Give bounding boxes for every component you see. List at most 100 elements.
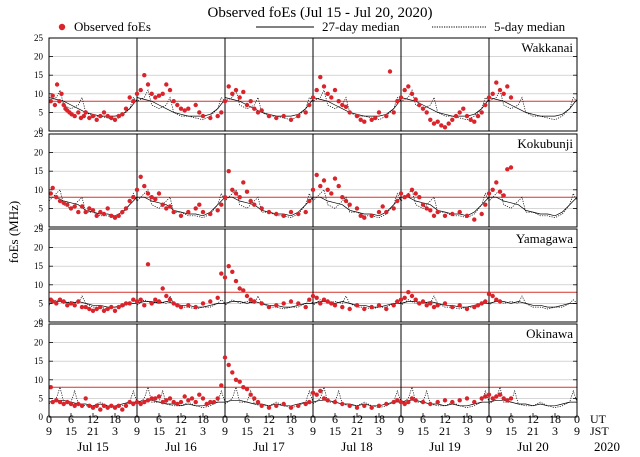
observed-point bbox=[343, 104, 349, 110]
observed-point bbox=[259, 108, 264, 113]
observed-point bbox=[65, 303, 70, 308]
jst-tick-label: 9 bbox=[310, 424, 316, 438]
observed-point bbox=[57, 297, 63, 302]
observed-point bbox=[182, 108, 187, 113]
jst-tick-label: 3 bbox=[112, 424, 118, 438]
observed-point bbox=[332, 399, 338, 405]
observed-point bbox=[76, 110, 81, 115]
observed-point bbox=[310, 95, 316, 100]
observed-point bbox=[483, 102, 488, 108]
observed-point bbox=[204, 401, 209, 407]
ut-tick-label: 6 bbox=[244, 412, 250, 426]
observed-point bbox=[164, 82, 169, 87]
observed-point bbox=[494, 394, 499, 399]
observed-point bbox=[65, 399, 70, 405]
observed-point bbox=[318, 74, 323, 80]
ut-tick-label: 12 bbox=[439, 412, 451, 426]
y-tick-label: 0 bbox=[39, 126, 44, 136]
observed-point bbox=[369, 117, 374, 123]
observed-point bbox=[288, 299, 294, 304]
observed-point bbox=[362, 403, 367, 408]
observed-point bbox=[479, 110, 484, 115]
observed-point bbox=[420, 202, 426, 207]
observed-point bbox=[255, 399, 261, 405]
observed-point bbox=[153, 196, 158, 202]
observed-point bbox=[87, 115, 92, 121]
observed-point bbox=[494, 297, 499, 302]
observed-point bbox=[490, 91, 495, 97]
observed-point bbox=[472, 217, 477, 222]
observed-point bbox=[171, 99, 176, 104]
observed-point bbox=[200, 396, 206, 401]
y-tick-label: 0 bbox=[39, 222, 44, 232]
observed-point bbox=[90, 405, 96, 410]
observed-point bbox=[116, 213, 121, 218]
observed-point bbox=[61, 299, 66, 304]
ut-tick-label: 0 bbox=[222, 412, 228, 426]
observed-point bbox=[464, 113, 470, 119]
observed-point bbox=[208, 211, 213, 217]
observed-point bbox=[380, 204, 385, 209]
day-label: Jul 15 bbox=[77, 439, 108, 454]
observed-point bbox=[200, 301, 206, 306]
observed-point bbox=[321, 396, 327, 401]
observed-point bbox=[486, 95, 492, 100]
observed-point bbox=[398, 95, 404, 100]
observed-point bbox=[428, 208, 433, 213]
observed-point bbox=[48, 191, 53, 196]
jst-tick-label: 9 bbox=[46, 424, 52, 438]
observed-point bbox=[134, 91, 140, 97]
observed-point bbox=[354, 303, 360, 308]
observed-point bbox=[149, 195, 154, 200]
observed-point bbox=[171, 209, 176, 215]
observed-point bbox=[406, 193, 411, 198]
y-tick-label: 15 bbox=[34, 166, 44, 176]
observed-point bbox=[435, 303, 440, 308]
panel-kokubunji: 0 5 10 15 20 25 Kokubunji bbox=[34, 129, 578, 232]
observed-point bbox=[127, 95, 132, 100]
observed-point bbox=[197, 392, 202, 397]
observed-point bbox=[178, 106, 184, 111]
observed-point bbox=[497, 87, 503, 93]
observed-point bbox=[472, 399, 477, 405]
observed-point bbox=[442, 301, 448, 306]
observed-point bbox=[105, 306, 110, 312]
observed-point bbox=[226, 84, 231, 89]
observed-point bbox=[197, 110, 202, 115]
observed-point bbox=[461, 106, 466, 111]
y-tick-label: 5 bbox=[39, 203, 44, 213]
observed-point bbox=[494, 80, 499, 85]
observed-point bbox=[475, 113, 481, 119]
observed-point bbox=[222, 99, 228, 104]
observed-point bbox=[57, 99, 62, 104]
observed-point bbox=[307, 198, 312, 204]
observed-point bbox=[178, 213, 184, 218]
observed-point bbox=[303, 401, 308, 407]
observed-point bbox=[79, 304, 85, 310]
observed-point bbox=[131, 195, 136, 200]
observed-point bbox=[237, 286, 242, 291]
ut-tick-label: 12 bbox=[87, 412, 99, 426]
panel-yamagawa: 0 5 10 15 20 25 Yamagawa bbox=[34, 224, 578, 327]
observed-point bbox=[193, 399, 198, 405]
y-tick-label: 5 bbox=[39, 298, 44, 308]
observed-point bbox=[501, 91, 506, 97]
observed-point bbox=[120, 303, 125, 308]
observed-point bbox=[321, 84, 327, 89]
observed-point bbox=[362, 306, 367, 312]
station-name: Wakkanai bbox=[521, 40, 573, 55]
observed-point bbox=[259, 206, 264, 211]
observed-point bbox=[424, 110, 429, 115]
observed-point bbox=[90, 113, 96, 119]
observed-point bbox=[398, 297, 404, 302]
observed-point bbox=[252, 396, 257, 401]
observed-point bbox=[274, 115, 279, 121]
y-tick-label: 10 bbox=[34, 375, 44, 385]
panel-wakkanai: 0 5 10 15 20 25 Wakkanai bbox=[34, 33, 578, 136]
observed-point bbox=[109, 213, 114, 218]
observed-point bbox=[160, 202, 165, 207]
observed-point bbox=[105, 113, 110, 119]
observed-point bbox=[138, 401, 143, 407]
observed-point bbox=[259, 301, 264, 306]
